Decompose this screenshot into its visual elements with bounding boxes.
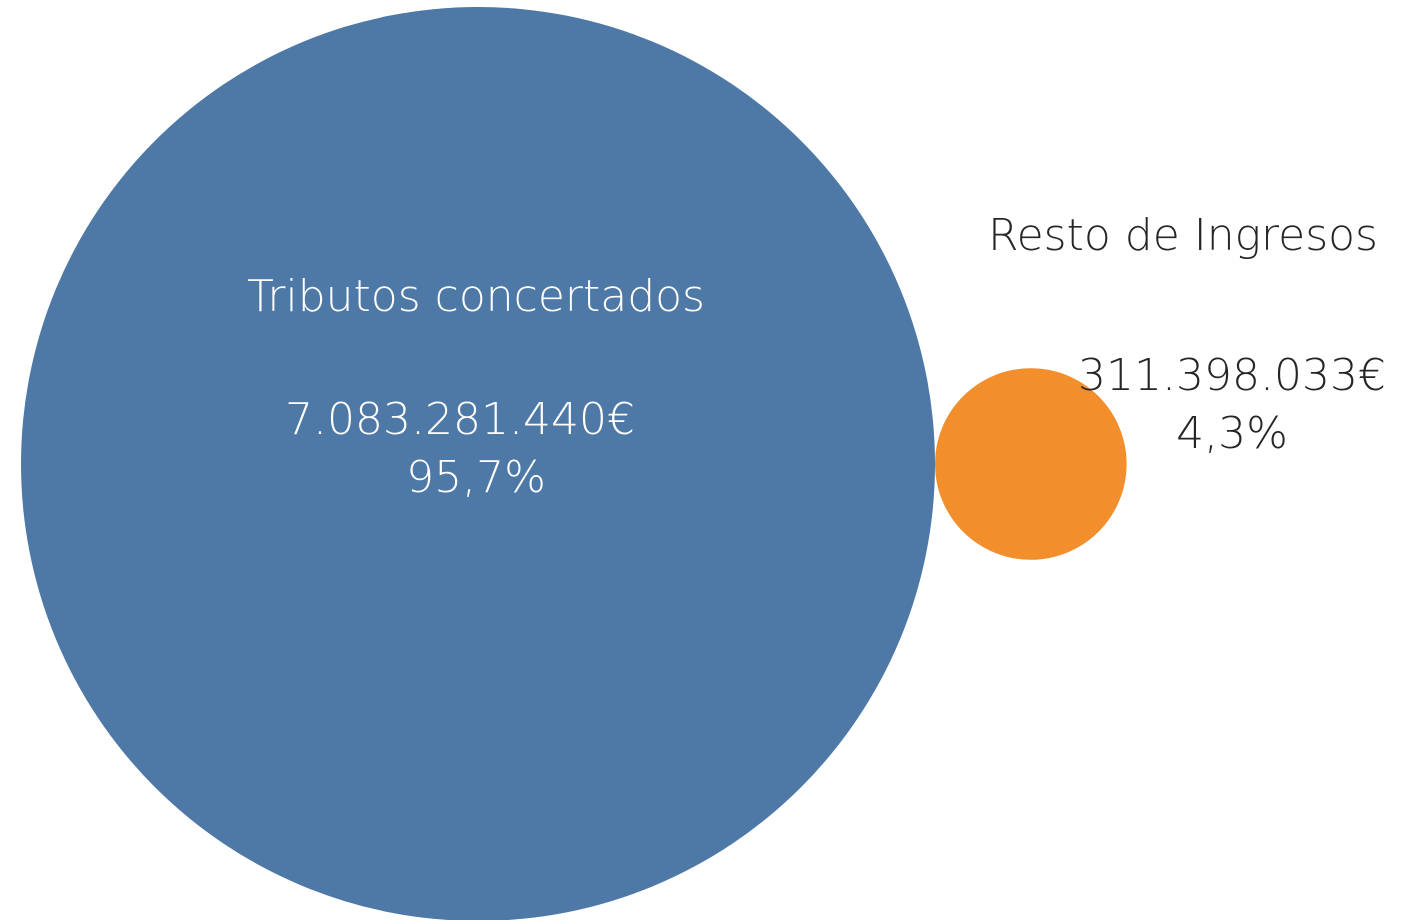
- label-tributos-concertados-percent: 95,7%: [406, 452, 546, 503]
- label-resto-de-ingresos-name: Resto de Ingresos: [988, 210, 1378, 261]
- label-tributos-concertados-name: Tributos concertados: [247, 271, 705, 322]
- label-tributos-concertados-value: 7.083.281.440€: [285, 394, 635, 445]
- label-resto-de-ingresos-percent: 4,3%: [1176, 408, 1288, 459]
- bubble-tributos-concertados: [21, 7, 935, 920]
- label-resto-de-ingresos-value: 311.398.033€: [1078, 350, 1386, 401]
- bubble-resto-de-ingresos: [935, 368, 1127, 560]
